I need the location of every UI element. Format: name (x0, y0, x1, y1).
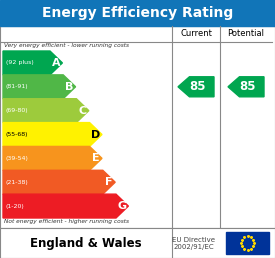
Text: 85: 85 (240, 80, 256, 93)
Bar (0, 26, 275, 228)
Text: EU Directive
2002/91/EC: EU Directive 2002/91/EC (172, 237, 216, 249)
Polygon shape (3, 147, 102, 170)
Text: Very energy efficient - lower running costs: Very energy efficient - lower running co… (4, 43, 129, 48)
Text: (21-38): (21-38) (6, 180, 29, 185)
Text: Energy Efficiency Rating: Energy Efficiency Rating (42, 6, 233, 20)
Polygon shape (3, 194, 128, 218)
Polygon shape (3, 99, 89, 123)
Text: England & Wales: England & Wales (30, 237, 142, 249)
Text: Potential: Potential (227, 29, 265, 38)
Text: G: G (118, 201, 127, 211)
Text: 85: 85 (190, 80, 206, 93)
Text: E: E (92, 153, 100, 163)
Text: (1-20): (1-20) (6, 204, 25, 208)
Text: (55-68): (55-68) (6, 132, 29, 137)
Text: (69-80): (69-80) (6, 108, 29, 113)
Text: Current: Current (180, 29, 212, 38)
Polygon shape (3, 123, 102, 147)
Text: F: F (105, 177, 113, 187)
Polygon shape (3, 170, 115, 194)
Text: B: B (65, 82, 74, 92)
Polygon shape (178, 77, 214, 97)
Text: C: C (79, 106, 87, 116)
Polygon shape (3, 51, 62, 75)
Bar (226, 232, 269, 254)
Bar (0, 0, 275, 26)
Text: Not energy efficient - higher running costs: Not energy efficient - higher running co… (4, 219, 129, 224)
Text: (39-54): (39-54) (6, 156, 29, 161)
Polygon shape (228, 77, 264, 97)
Text: (92 plus): (92 plus) (6, 60, 34, 66)
Text: (81-91): (81-91) (6, 84, 29, 89)
Bar (0, 228, 275, 258)
Polygon shape (3, 75, 76, 99)
Text: D: D (91, 130, 100, 140)
Text: A: A (52, 58, 60, 68)
